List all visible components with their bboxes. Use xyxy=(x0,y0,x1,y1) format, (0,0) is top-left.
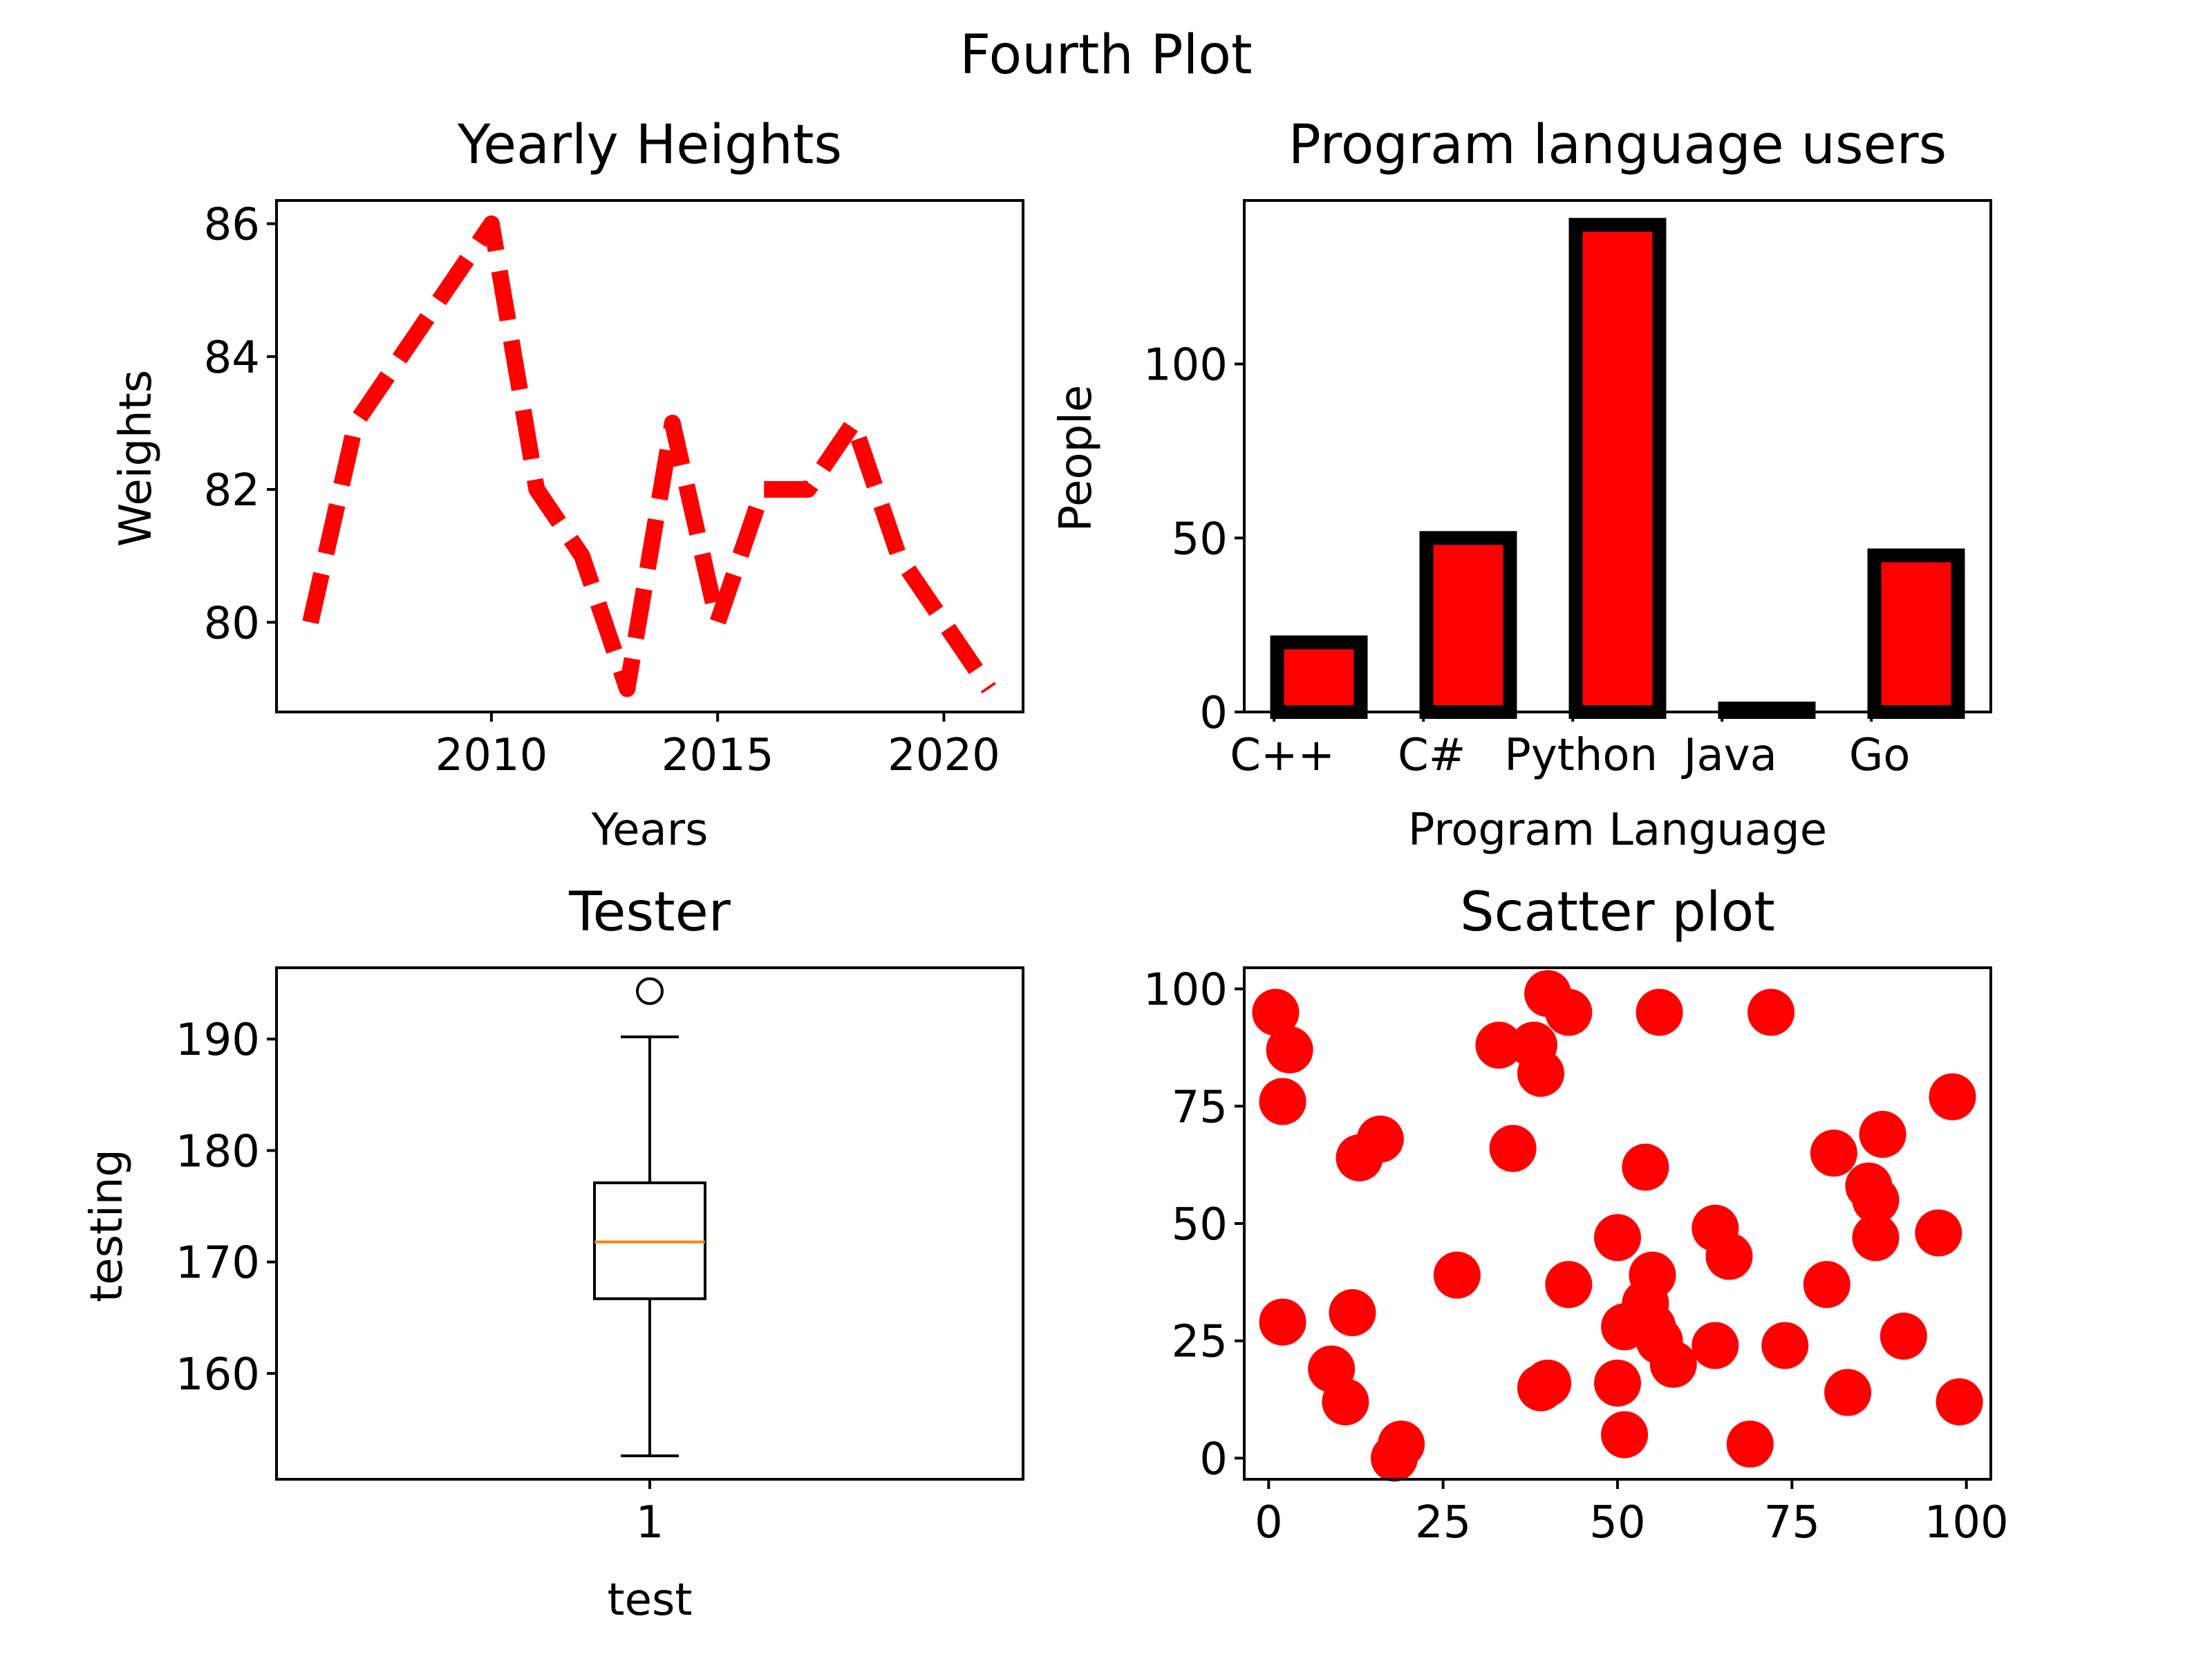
bar-chart-frame xyxy=(1243,199,1992,713)
scatter-point xyxy=(1378,1421,1425,1468)
bar-chart-xtick-label: Go xyxy=(1849,730,1911,781)
scatter-chart-ytick-label: 75 xyxy=(1172,1082,1228,1133)
box-chart-xlabel: test xyxy=(608,1575,693,1626)
scatter-point xyxy=(1252,988,1300,1036)
bar-chart-xtick-label: Java xyxy=(1681,730,1777,781)
bar-chart-xtick-label: C++ xyxy=(1230,730,1335,781)
line-chart-xlabel: Years xyxy=(591,805,709,856)
scatter-point xyxy=(1475,1022,1523,1069)
scatter-point xyxy=(1622,1143,1669,1191)
scatter-chart-ytick-label: 100 xyxy=(1143,965,1228,1016)
bar-0 xyxy=(1270,635,1368,719)
scatter-point xyxy=(1629,1251,1676,1299)
line-chart-frame xyxy=(275,199,1024,713)
line-series-0 xyxy=(302,215,996,697)
bar-1 xyxy=(1419,531,1517,719)
box-outlier xyxy=(636,977,664,1005)
scatter-point xyxy=(1803,1261,1850,1309)
box-chart-title: Tester xyxy=(568,881,731,944)
scatter-point xyxy=(1705,1232,1753,1280)
line-chart-ytick-label: 82 xyxy=(204,465,260,516)
line-chart-xtick-label: 2010 xyxy=(435,730,547,781)
box-chart-ytick-label: 160 xyxy=(176,1349,260,1400)
line-chart-panel: Yearly Heights Years Weights 80 82 84 86 201… xyxy=(111,114,1024,856)
scatter-point xyxy=(1929,1073,1976,1121)
scatter-point xyxy=(1726,1421,1774,1468)
scatter-chart-frame xyxy=(1243,966,1992,1481)
scatter-chart-ytick-label: 0 xyxy=(1199,1434,1228,1485)
scatter-chart-xtick-label: 75 xyxy=(1764,1497,1820,1548)
scatter-chart-xtick-label: 25 xyxy=(1415,1497,1471,1548)
box-chart-ylabel: testing xyxy=(82,1149,133,1302)
scatter-chart-xtick-label: 100 xyxy=(1924,1497,2009,1548)
scatter-point xyxy=(1433,1251,1481,1299)
scatter-point xyxy=(1545,1261,1593,1309)
scatter-point xyxy=(1356,1115,1404,1163)
scatter-point xyxy=(1329,1288,1376,1336)
line-chart-ytick-label: 86 xyxy=(204,200,260,251)
scatter-point xyxy=(1649,1340,1697,1388)
line-chart-ylabel: Weights xyxy=(111,370,162,547)
bar-chart-xlabel: Program Language xyxy=(1408,805,1827,856)
scatter-point xyxy=(1691,1322,1739,1369)
scatter-chart-panel: Scatter plot 0 25 50 75 100 0 25 50 75 100 xyxy=(1143,881,2009,1548)
scatter-chart-ytick-label: 50 xyxy=(1172,1199,1228,1250)
bar-chart-ytick-label: 0 xyxy=(1199,688,1228,739)
box-chart-ytick-label: 190 xyxy=(176,1015,260,1066)
line-chart-ytick-label: 84 xyxy=(204,332,260,384)
box-chart-panel: Tester test testing 160 170 180 190 1 xyxy=(82,881,1024,1626)
bar-chart-title: Program language users xyxy=(1288,114,1947,176)
scatter-point xyxy=(1601,1411,1649,1459)
scatter-point xyxy=(1322,1378,1369,1425)
scatter-point xyxy=(1259,1298,1306,1346)
scatter-point xyxy=(1489,1125,1537,1172)
scatter-point xyxy=(1517,1049,1564,1097)
scatter-point xyxy=(1852,1177,1900,1224)
scatter-point xyxy=(1594,1214,1641,1262)
scatter-point xyxy=(1747,988,1795,1036)
scatter-point xyxy=(1810,1130,1857,1177)
scatter-point xyxy=(1594,1359,1641,1407)
scatter-point xyxy=(1915,1209,1962,1257)
bar-chart-ytick-label: 100 xyxy=(1143,340,1228,391)
line-chart-ytick-label: 80 xyxy=(204,598,260,649)
scatter-chart-xtick-label: 50 xyxy=(1589,1497,1645,1548)
line-chart-xtick-label: 2015 xyxy=(662,730,774,781)
scatter-point xyxy=(1524,1359,1572,1407)
figure-suptitle: Fourth Plot xyxy=(959,24,1252,86)
scatter-point xyxy=(1936,1378,1983,1425)
bar-2 xyxy=(1568,218,1667,719)
line-chart-title: Yearly Heights xyxy=(457,114,842,176)
scatter-point xyxy=(1266,1026,1313,1074)
bar-4 xyxy=(1867,548,1965,719)
bar-chart-xtick-label: C# xyxy=(1398,730,1465,781)
box-chart-ytick-label: 180 xyxy=(176,1126,260,1177)
bar-chart-xtick-label: Python xyxy=(1504,730,1658,781)
bar-chart-ylabel: People xyxy=(1051,385,1102,532)
box-chart-frame xyxy=(275,966,1024,1481)
bar-chart-panel: Program language users Program Language … xyxy=(1051,114,1992,856)
scatter-chart-xtick-label: 0 xyxy=(1255,1497,1283,1548)
scatter-chart-ytick-label: 25 xyxy=(1172,1317,1228,1368)
scatter-point xyxy=(1635,988,1683,1036)
scatter-chart-title: Scatter plot xyxy=(1460,881,1775,944)
bar-chart-ytick-label: 50 xyxy=(1172,514,1228,565)
box-chart-xtick-label: 1 xyxy=(636,1497,664,1548)
scatter-point xyxy=(1761,1322,1809,1369)
scatter-point xyxy=(1859,1111,1906,1159)
scatter-point xyxy=(1824,1369,1872,1416)
scatter-point xyxy=(1880,1312,1927,1360)
scatter-point xyxy=(1852,1214,1900,1262)
line-chart-xtick-label: 2020 xyxy=(888,730,1000,781)
box-chart-ytick-label: 170 xyxy=(176,1238,260,1289)
scatter-point xyxy=(1259,1078,1306,1125)
scatter-point xyxy=(1545,988,1593,1036)
